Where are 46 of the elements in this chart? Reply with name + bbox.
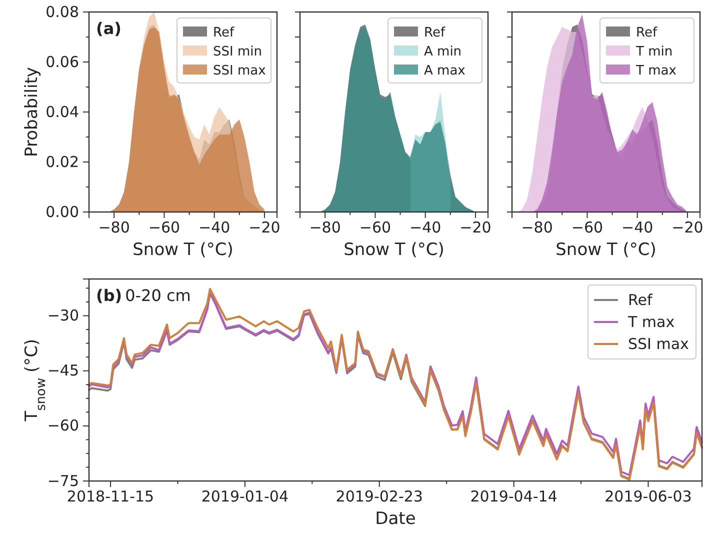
x-axis-title: Snow T (°C)	[344, 240, 444, 260]
legend-label: A max	[424, 64, 466, 78]
x-tick-label: −80	[309, 218, 341, 237]
y-tick-label: −75	[47, 472, 79, 490]
x-tick-label: 2019-04-14	[470, 488, 558, 506]
legend-label: SSI max	[628, 335, 690, 353]
legend-label: T max	[635, 64, 677, 78]
legend-label: SSI max	[213, 64, 266, 78]
annotation: (a)	[96, 19, 122, 38]
x-tick-label: 2019-06-03	[604, 488, 692, 506]
y-tick-label: 0.00	[46, 202, 79, 221]
x-tick-label: −40	[622, 218, 654, 237]
legend-label: Ref	[424, 26, 446, 40]
legend-label: T max	[627, 313, 675, 331]
x-tick-label: −20	[248, 218, 280, 237]
y-tick-label: 0.08	[46, 2, 79, 21]
x-axis-title: Snow T (°C)	[556, 240, 656, 260]
x-tick-label: −80	[521, 218, 553, 237]
annotation: (b)	[96, 286, 122, 305]
x-tick-label: 2019-02-23	[336, 488, 423, 506]
legend-label: A min	[424, 44, 462, 60]
y-axis-title: Probability	[22, 67, 42, 157]
x-tick-label: −60	[148, 218, 180, 237]
x-tick-label: −40	[198, 218, 230, 237]
legend-label: Ref	[628, 291, 653, 309]
legend-label: SSI min	[213, 44, 262, 60]
y-tick-label: 0.06	[46, 52, 79, 71]
x-axis-title: Snow T (°C)	[132, 240, 234, 260]
legend-label: Ref	[636, 26, 658, 40]
x-axis-title: Date	[375, 509, 416, 529]
x-tick-label: −60	[571, 218, 604, 237]
y-tick-label: 0.02	[46, 152, 79, 171]
x-tick-label: −20	[672, 218, 704, 237]
y-tick-label: −30	[47, 306, 79, 325]
y-tick-label: −60	[47, 416, 79, 435]
x-tick-label: −60	[359, 218, 392, 237]
x-tick-label: 2018-11-15	[66, 488, 154, 506]
x-tick-label: −40	[410, 218, 442, 237]
legend-label: T min	[635, 44, 673, 60]
y-tick-label: −45	[47, 362, 79, 380]
x-tick-label: 2019-01-04	[201, 488, 289, 506]
y-tick-label: 0.04	[46, 102, 79, 121]
legend-label: Ref	[213, 26, 234, 40]
x-tick-label: −20	[460, 218, 492, 237]
x-tick-label: −80	[98, 218, 130, 237]
annotation: 0-20 cm	[125, 286, 191, 305]
